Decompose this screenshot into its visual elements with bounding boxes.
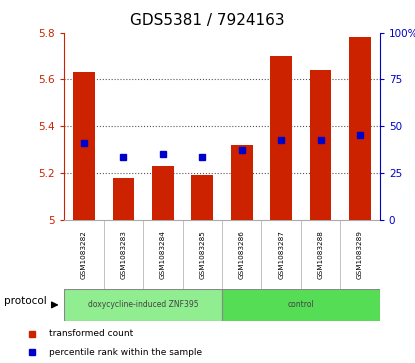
Text: GSM1083288: GSM1083288	[317, 230, 324, 278]
Text: GSM1083287: GSM1083287	[278, 230, 284, 278]
Text: doxycycline-induced ZNF395: doxycycline-induced ZNF395	[88, 301, 198, 309]
Bar	[64, 289, 222, 321]
Bar	[231, 145, 253, 220]
Text: protocol: protocol	[4, 296, 47, 306]
Bar	[270, 56, 292, 220]
Bar	[191, 175, 213, 220]
Text: GSM1083289: GSM1083289	[357, 230, 363, 278]
Text: percentile rank within the sample: percentile rank within the sample	[49, 348, 202, 356]
Bar	[349, 37, 371, 220]
Bar	[310, 70, 332, 220]
Text: transformed count: transformed count	[49, 330, 133, 338]
Bar	[73, 72, 95, 220]
Text: GSM1083286: GSM1083286	[239, 230, 245, 278]
Text: GSM1083285: GSM1083285	[199, 230, 205, 278]
Text: GDS5381 / 7924163: GDS5381 / 7924163	[130, 13, 285, 28]
Text: GSM1083284: GSM1083284	[160, 230, 166, 278]
Text: GSM1083282: GSM1083282	[81, 230, 87, 278]
Bar	[152, 166, 174, 220]
Bar	[222, 289, 380, 321]
Text: control: control	[288, 301, 314, 309]
Text: GSM1083283: GSM1083283	[120, 230, 127, 278]
Bar	[112, 178, 134, 220]
